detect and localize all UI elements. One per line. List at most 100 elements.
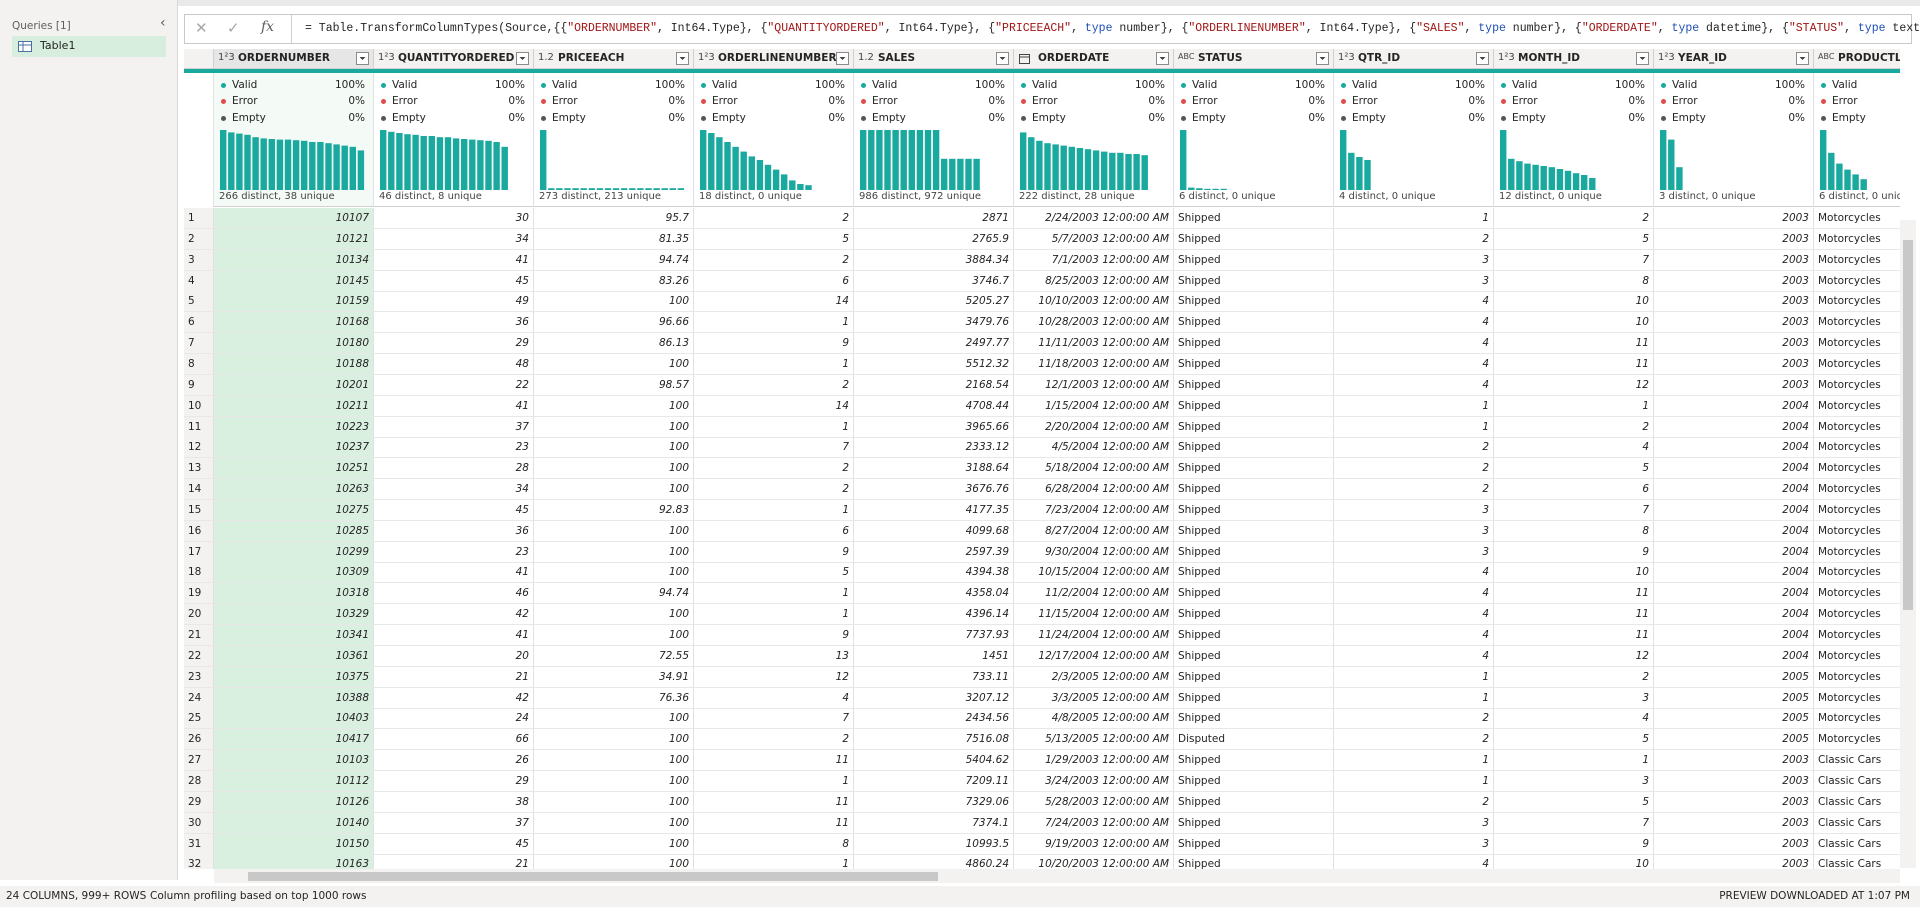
dropdown-arrow [1799, 57, 1806, 60]
dropdown-button[interactable] [1476, 52, 1489, 65]
histogram-bar [1508, 158, 1515, 190]
dropdown-button[interactable] [1156, 52, 1169, 65]
table-cell: 7 [1494, 812, 1654, 834]
table-cell: 2/20/2004 12:00:00 AM [1014, 416, 1174, 438]
table-cell: Shipped [1174, 458, 1334, 480]
table-cell: Shipped [1174, 687, 1334, 709]
profile-percent: 100% [1454, 79, 1485, 91]
dropdown-button[interactable] [996, 52, 1009, 65]
vertical-scrollbar[interactable] [1900, 220, 1916, 868]
table-cell: 2003 [1654, 312, 1814, 334]
profile-percent: 0% [1308, 95, 1325, 108]
row-number: 29 [184, 791, 214, 813]
type-icon: 1²3 [1338, 52, 1355, 63]
scroll-thumb[interactable] [248, 872, 938, 881]
type-icon: 1²3 [1498, 52, 1515, 63]
profile-percent: 100% [494, 79, 525, 91]
query-item[interactable]: Table1 [12, 36, 166, 57]
histogram-bar [564, 188, 571, 190]
histogram-bar [805, 185, 812, 190]
column-profile: Valid 100% Error 0% Empty 0% 266 distinct, 38 … [214, 73, 374, 207]
histogram-bar [1188, 187, 1195, 190]
table-cell: 10 [1494, 312, 1654, 334]
table-cell: 21 [374, 666, 534, 688]
table-cell: 10318 [214, 583, 374, 605]
table-cell: 4394.38 [854, 562, 1014, 584]
profile-label: Error [1512, 95, 1538, 108]
histogram-bar [629, 188, 636, 190]
profile-area [184, 73, 214, 207]
profile-percent: 0% [1628, 111, 1645, 124]
profile-label: Valid [1512, 79, 1538, 91]
dropdown-arrow [839, 57, 846, 60]
histogram-bar [1828, 152, 1835, 190]
dropdown-button[interactable] [1796, 52, 1809, 65]
profile-dot [541, 83, 546, 88]
profile-summary: 46 distinct, 8 unique [379, 191, 482, 202]
table-cell: 7/24/2003 12:00:00 AM [1014, 812, 1174, 834]
column-header[interactable]: 1²3 MONTH_ID [1494, 49, 1654, 69]
profile-label: Valid [1672, 79, 1698, 91]
column-header[interactable]: 1.2 SALES [854, 49, 1014, 69]
dropdown-arrow [1479, 57, 1486, 60]
fx-button[interactable]: fx [261, 19, 275, 35]
histogram-bar [756, 160, 764, 190]
table-cell: Classic Cars [1814, 771, 1900, 792]
histogram-bar [301, 140, 308, 190]
table-cell: 36 [374, 312, 534, 334]
table-cell: 4860.24 [854, 854, 1014, 869]
row-number: 25 [184, 708, 214, 730]
table-cell: 2003 [1654, 812, 1814, 834]
profile-percent: 100% [1774, 79, 1805, 91]
column-header[interactable]: 1²3 ORDERLINENUMBER [694, 49, 854, 69]
row-number: 12 [184, 437, 214, 459]
dropdown-button[interactable] [516, 52, 529, 65]
histogram-bar [1220, 188, 1227, 190]
table-cell: 12/17/2004 12:00:00 AM [1014, 645, 1174, 667]
column-header[interactable]: 1²3 QTR_ID [1334, 49, 1494, 69]
histogram-bar [1092, 150, 1100, 190]
dropdown-button[interactable] [676, 52, 689, 65]
table-menu-button[interactable] [184, 49, 214, 69]
column-header[interactable]: 1²3 QUANTITYORDERED [374, 49, 534, 69]
table-cell: 7209.11 [854, 770, 1014, 792]
cancel-button[interactable]: ✕ [195, 19, 208, 37]
table-cell: 2597.39 [854, 541, 1014, 563]
table-cell: 100 [534, 479, 694, 501]
status-note: Column profiling based on top 1000 rows [150, 890, 367, 902]
dropdown-button[interactable] [1316, 52, 1329, 65]
table-cell: 3965.66 [854, 416, 1014, 438]
table-cell: Shipped [1174, 750, 1334, 772]
table-cell: 2 [694, 249, 854, 271]
horizontal-scrollbar[interactable] [214, 869, 1900, 883]
formula-text[interactable]: = Table.TransformColumnTypes(Source,{{"O… [305, 22, 1920, 35]
table-cell: 45 [374, 270, 534, 292]
column-header[interactable]: 1²3 ORDERNUMBER [214, 49, 374, 69]
column-header[interactable]: 1.2 PRICEEACH [534, 49, 694, 69]
profile-label: Valid [1352, 79, 1378, 91]
table-cell: Shipped [1174, 437, 1334, 459]
dropdown-button[interactable] [1636, 52, 1649, 65]
table-cell: 5 [1494, 729, 1654, 751]
histogram-bar [716, 137, 723, 190]
dropdown-button[interactable] [836, 52, 849, 65]
column-header[interactable]: ABC STATUS [1174, 49, 1334, 69]
row-number: 11 [184, 416, 214, 438]
table-cell: Motorcycles [1814, 646, 1900, 667]
column-header[interactable]: ABCPRODUCTLINE [1814, 49, 1900, 69]
dropdown-button[interactable] [356, 52, 369, 65]
histogram [700, 130, 812, 190]
column-header[interactable]: ORDERDATE [1014, 49, 1174, 69]
commit-button[interactable]: ✓ [227, 19, 240, 37]
profile-dot [701, 115, 706, 121]
collapse-button[interactable]: ‹ [160, 15, 166, 31]
table-cell: 29 [374, 333, 534, 355]
table-cell: 10 [1494, 562, 1654, 584]
table-cell: 1 [694, 604, 854, 626]
row-number: 17 [184, 541, 214, 563]
profile-summary: 222 distinct, 28 unique [1019, 191, 1135, 202]
column-header[interactable]: 1²3 YEAR_ID [1654, 49, 1814, 69]
scroll-thumb[interactable] [1903, 240, 1913, 610]
table-cell: 7737.93 [854, 625, 1014, 646]
table-cell: 100 [534, 812, 694, 834]
